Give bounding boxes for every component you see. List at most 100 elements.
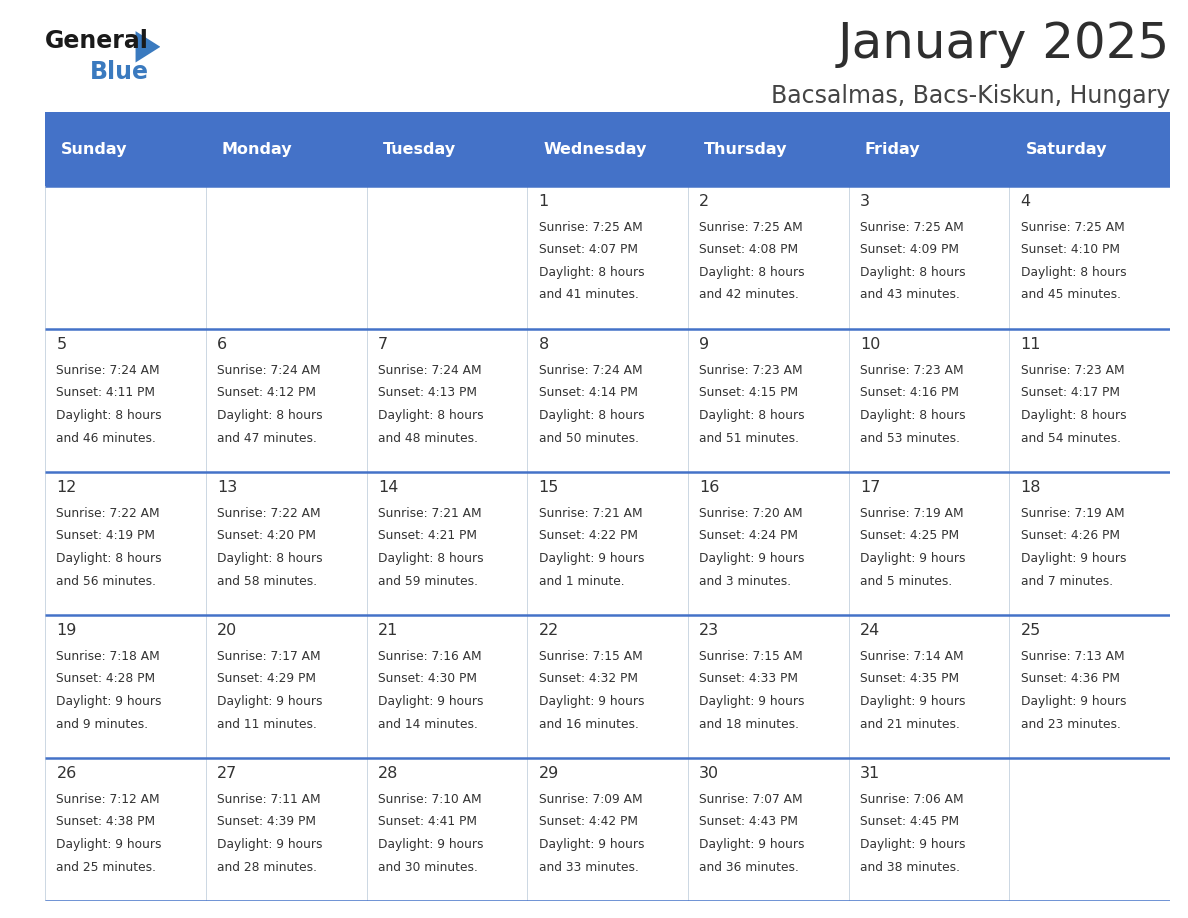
Text: Daylight: 9 hours: Daylight: 9 hours xyxy=(217,838,323,851)
Text: and 3 minutes.: and 3 minutes. xyxy=(700,575,791,588)
Text: Sunset: 4:41 PM: Sunset: 4:41 PM xyxy=(378,815,476,828)
Text: Daylight: 9 hours: Daylight: 9 hours xyxy=(56,838,162,851)
Bar xyxy=(527,473,688,615)
Bar xyxy=(527,615,688,758)
Text: Sunset: 4:20 PM: Sunset: 4:20 PM xyxy=(217,530,316,543)
Text: Sunrise: 7:16 AM: Sunrise: 7:16 AM xyxy=(378,650,481,663)
Text: 1: 1 xyxy=(538,195,549,209)
Bar xyxy=(1010,112,1170,186)
Text: Sunset: 4:30 PM: Sunset: 4:30 PM xyxy=(378,672,476,686)
Text: 18: 18 xyxy=(1020,480,1041,496)
Text: Daylight: 8 hours: Daylight: 8 hours xyxy=(217,552,323,565)
Text: and 47 minutes.: and 47 minutes. xyxy=(217,431,317,444)
Bar xyxy=(206,112,367,186)
Text: Daylight: 8 hours: Daylight: 8 hours xyxy=(56,552,162,565)
Text: Daylight: 8 hours: Daylight: 8 hours xyxy=(538,409,644,422)
Text: Daylight: 9 hours: Daylight: 9 hours xyxy=(538,695,644,708)
Text: and 51 minutes.: and 51 minutes. xyxy=(700,431,800,444)
Text: Sunday: Sunday xyxy=(62,141,128,157)
Text: and 54 minutes.: and 54 minutes. xyxy=(1020,431,1120,444)
Bar xyxy=(206,186,367,330)
Text: January 2025: January 2025 xyxy=(838,20,1170,68)
Text: 20: 20 xyxy=(217,623,238,638)
Text: Daylight: 8 hours: Daylight: 8 hours xyxy=(538,266,644,279)
Text: 13: 13 xyxy=(217,480,238,496)
Text: Daylight: 9 hours: Daylight: 9 hours xyxy=(378,695,484,708)
Text: Tuesday: Tuesday xyxy=(383,141,456,157)
Text: and 56 minutes.: and 56 minutes. xyxy=(56,575,157,588)
Text: Sunrise: 7:10 AM: Sunrise: 7:10 AM xyxy=(378,793,481,806)
Text: Sunrise: 7:25 AM: Sunrise: 7:25 AM xyxy=(538,220,643,234)
Text: Sunrise: 7:20 AM: Sunrise: 7:20 AM xyxy=(700,507,803,520)
Text: Sunrise: 7:19 AM: Sunrise: 7:19 AM xyxy=(860,507,963,520)
Text: Sunrise: 7:25 AM: Sunrise: 7:25 AM xyxy=(700,220,803,234)
Text: and 30 minutes.: and 30 minutes. xyxy=(378,860,478,874)
Text: Sunrise: 7:25 AM: Sunrise: 7:25 AM xyxy=(1020,220,1125,234)
Text: and 42 minutes.: and 42 minutes. xyxy=(700,288,800,301)
Text: Saturday: Saturday xyxy=(1025,141,1107,157)
Text: Sunset: 4:13 PM: Sunset: 4:13 PM xyxy=(378,386,476,399)
Text: and 1 minute.: and 1 minute. xyxy=(538,575,624,588)
Text: Daylight: 9 hours: Daylight: 9 hours xyxy=(700,552,804,565)
Text: and 43 minutes.: and 43 minutes. xyxy=(860,288,960,301)
Text: Sunrise: 7:09 AM: Sunrise: 7:09 AM xyxy=(538,793,643,806)
Text: Sunset: 4:17 PM: Sunset: 4:17 PM xyxy=(1020,386,1120,399)
Text: 24: 24 xyxy=(860,623,880,638)
Text: and 14 minutes.: and 14 minutes. xyxy=(378,718,478,731)
Text: Daylight: 8 hours: Daylight: 8 hours xyxy=(700,409,805,422)
Bar xyxy=(1010,473,1170,615)
Text: Sunset: 4:07 PM: Sunset: 4:07 PM xyxy=(538,243,638,256)
Text: 27: 27 xyxy=(217,767,238,781)
Bar xyxy=(688,473,848,615)
Text: 17: 17 xyxy=(860,480,880,496)
Text: Sunrise: 7:23 AM: Sunrise: 7:23 AM xyxy=(700,364,803,376)
Text: Daylight: 9 hours: Daylight: 9 hours xyxy=(538,838,644,851)
Text: 2: 2 xyxy=(700,195,709,209)
Bar xyxy=(45,330,206,473)
Text: 4: 4 xyxy=(1020,195,1031,209)
Text: 9: 9 xyxy=(700,337,709,353)
Bar xyxy=(527,112,688,186)
Bar xyxy=(45,186,206,330)
Text: Sunset: 4:15 PM: Sunset: 4:15 PM xyxy=(700,386,798,399)
Text: and 28 minutes.: and 28 minutes. xyxy=(217,860,317,874)
Text: and 25 minutes.: and 25 minutes. xyxy=(56,860,157,874)
Bar xyxy=(367,473,527,615)
Text: Sunrise: 7:22 AM: Sunrise: 7:22 AM xyxy=(217,507,321,520)
Bar xyxy=(206,615,367,758)
Text: 14: 14 xyxy=(378,480,398,496)
Text: Daylight: 9 hours: Daylight: 9 hours xyxy=(538,552,644,565)
Text: Daylight: 9 hours: Daylight: 9 hours xyxy=(1020,552,1126,565)
Text: Sunset: 4:28 PM: Sunset: 4:28 PM xyxy=(56,672,156,686)
Text: Sunset: 4:39 PM: Sunset: 4:39 PM xyxy=(217,815,316,828)
Text: Sunrise: 7:11 AM: Sunrise: 7:11 AM xyxy=(217,793,321,806)
Text: Sunrise: 7:24 AM: Sunrise: 7:24 AM xyxy=(56,364,160,376)
Text: Daylight: 8 hours: Daylight: 8 hours xyxy=(860,266,966,279)
Text: 31: 31 xyxy=(860,767,880,781)
Text: Sunset: 4:26 PM: Sunset: 4:26 PM xyxy=(1020,530,1120,543)
Text: 15: 15 xyxy=(538,480,558,496)
Bar xyxy=(206,758,367,901)
Text: Sunset: 4:33 PM: Sunset: 4:33 PM xyxy=(700,672,798,686)
Bar xyxy=(367,186,527,330)
Bar xyxy=(45,473,206,615)
Text: Sunrise: 7:24 AM: Sunrise: 7:24 AM xyxy=(378,364,481,376)
Text: Daylight: 8 hours: Daylight: 8 hours xyxy=(1020,266,1126,279)
Text: Sunrise: 7:07 AM: Sunrise: 7:07 AM xyxy=(700,793,803,806)
Text: Sunrise: 7:14 AM: Sunrise: 7:14 AM xyxy=(860,650,963,663)
Text: 11: 11 xyxy=(1020,337,1041,353)
Bar xyxy=(367,758,527,901)
Text: Sunset: 4:19 PM: Sunset: 4:19 PM xyxy=(56,530,156,543)
Text: Daylight: 9 hours: Daylight: 9 hours xyxy=(860,552,966,565)
Text: Sunrise: 7:12 AM: Sunrise: 7:12 AM xyxy=(56,793,160,806)
Text: Sunset: 4:24 PM: Sunset: 4:24 PM xyxy=(700,530,798,543)
Text: Sunrise: 7:15 AM: Sunrise: 7:15 AM xyxy=(700,650,803,663)
Text: and 41 minutes.: and 41 minutes. xyxy=(538,288,638,301)
Text: Sunset: 4:25 PM: Sunset: 4:25 PM xyxy=(860,530,959,543)
Bar xyxy=(1010,186,1170,330)
Text: Sunset: 4:21 PM: Sunset: 4:21 PM xyxy=(378,530,476,543)
Bar xyxy=(688,186,848,330)
Text: 28: 28 xyxy=(378,767,398,781)
Text: Sunset: 4:10 PM: Sunset: 4:10 PM xyxy=(1020,243,1120,256)
Text: Sunset: 4:36 PM: Sunset: 4:36 PM xyxy=(1020,672,1120,686)
